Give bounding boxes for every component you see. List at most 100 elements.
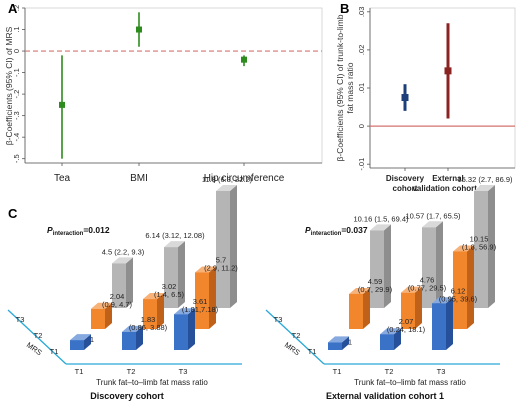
panel-b-estimates — [401, 23, 452, 119]
bar-top — [143, 293, 164, 300]
depth-axis-title: MRS — [283, 340, 302, 357]
bar-front — [453, 251, 467, 329]
x-tick-label: T2 — [385, 367, 394, 376]
bar-top — [422, 221, 443, 228]
bar-value-ci: (0.7, 29.9) — [358, 285, 393, 294]
bar-top — [474, 185, 495, 191]
y-tick-label: .2 — [12, 5, 21, 11]
panel-b-y-ticks: .03 .02 .01 0 -.01 — [357, 7, 370, 171]
bar-front — [370, 230, 384, 308]
panel-a-y-axis-title: β-Coefficients (95% CI) of MRS — [4, 26, 14, 145]
bar-front — [164, 247, 178, 308]
x-tick-label: T3 — [437, 367, 446, 376]
bar-value-ci: (0.77, 29.5) — [408, 284, 447, 293]
bar-value-label: 4.76 — [420, 276, 435, 285]
depth-axis-line — [265, 309, 325, 365]
bar-top — [70, 334, 91, 341]
bar-side — [415, 286, 422, 329]
bar-side — [105, 302, 112, 329]
x-tick-label: BMI — [130, 173, 148, 184]
x-axis-title: Trunk fat–to–limb fat mass ratio — [96, 378, 208, 387]
y-tick-label: -.01 — [357, 158, 366, 171]
p-interaction-label: Pinteraction=0.037 — [305, 225, 368, 237]
bar-side — [136, 325, 143, 350]
bar-front — [349, 293, 363, 329]
depth-tick-label: T3 — [274, 315, 283, 324]
bar-value-ci: (0.95, 39.6) — [439, 294, 478, 303]
bar-value-label: 1.83 — [141, 315, 156, 324]
x-tick-label: Hip circumference — [204, 173, 285, 184]
bar-front — [432, 303, 446, 350]
y-tick-label: -.1 — [12, 68, 21, 77]
bar-top — [328, 336, 349, 343]
bar-side — [342, 336, 349, 350]
bar-side — [157, 293, 164, 329]
bar-top — [380, 328, 401, 335]
bar-value-label: 2.07 — [399, 317, 414, 326]
bar-value-ci: (0.24, 18.1) — [387, 325, 426, 334]
x-tick-label-line: validation cohort 1 — [412, 184, 484, 193]
bar-top — [401, 286, 422, 293]
x-tick-label-line: cohort — [393, 184, 418, 193]
bar-front — [70, 340, 84, 350]
bar-value-label: 1 — [90, 335, 94, 344]
estimate-point-2 — [444, 67, 452, 75]
estimate-point-hip-circumference — [241, 56, 247, 63]
bar-front — [195, 272, 209, 329]
bar-value-label: 4.5 (2.2, 9.3) — [102, 247, 145, 256]
depth-tick-label: T2 — [34, 331, 43, 340]
bar-front — [422, 227, 436, 308]
bar-front — [380, 334, 394, 350]
y-tick-label: -.3 — [12, 111, 21, 120]
bar-value-ci: (0.86, 3.88) — [129, 323, 168, 332]
depth-axis-title: MRS — [25, 340, 44, 357]
depth-tick-label: T2 — [292, 331, 301, 340]
bar-top — [91, 302, 112, 309]
bar-front — [216, 191, 230, 308]
bar-top — [453, 245, 474, 252]
x-tick-label: T1 — [333, 367, 342, 376]
panel-a-plot-frame — [24, 7, 323, 164]
chart-subtitle: Discovery cohort — [90, 391, 164, 401]
bar-value-label: 3.02 — [162, 282, 177, 291]
y-tick-label: 0 — [357, 124, 366, 128]
x-tick-label: Tea — [54, 173, 71, 184]
bar-front — [112, 263, 126, 308]
depth-tick-label: T3 — [16, 315, 25, 324]
x-tick-label: T3 — [179, 367, 188, 376]
bar-top — [216, 185, 237, 191]
bar-value-label: 10.15 — [470, 234, 489, 243]
bar-value-label: 15.32 (2.7, 86.9) — [457, 175, 513, 184]
bar-value-ci: (0.9, 4.7) — [102, 300, 133, 309]
x-tick-label: T1 — [75, 367, 84, 376]
bar-value-label: 4.59 — [368, 277, 383, 286]
bar-side — [188, 308, 195, 350]
depth-axis-line — [7, 309, 67, 365]
bar-side — [230, 185, 237, 308]
estimate-point-bmi — [136, 26, 142, 33]
bar-side — [394, 328, 401, 350]
panel-a-y-ticks: .2 .1 0 -.1 -.2 -.3 -.4 -.5 — [12, 5, 25, 163]
depth-tick-label: T1 — [50, 347, 59, 356]
y-tick-label: .03 — [357, 7, 366, 17]
y-tick-label: .1 — [12, 26, 21, 32]
bar-top — [112, 257, 133, 264]
panel-b-y-axis-title-line-1: β-Coefficients (95% CI) of trunk-to-limb — [335, 14, 345, 161]
bar-value-ci: (1.4, 6.5) — [154, 290, 185, 299]
bar-top — [174, 308, 195, 315]
bar-top — [349, 287, 370, 294]
bar-top — [122, 325, 143, 332]
panel-b-label: B — [340, 1, 349, 16]
panel-a-x-tick-labels: Tea BMI Hip circumference — [54, 163, 285, 184]
bar-front — [474, 191, 488, 308]
bar-value-ci: (1.8, 56.9) — [462, 242, 497, 251]
estimate-point-tea — [59, 101, 65, 108]
y-tick-label: 0 — [12, 49, 21, 53]
panel-c-discovery-3d-bars: 4.5 (2.2, 9.3)6.14 (3.12, 12.08) 11.8 (6.… — [7, 175, 253, 401]
x-tick-label: T2 — [127, 367, 136, 376]
y-tick-label: .01 — [357, 83, 366, 93]
panel-b-plot-frame — [369, 7, 516, 169]
